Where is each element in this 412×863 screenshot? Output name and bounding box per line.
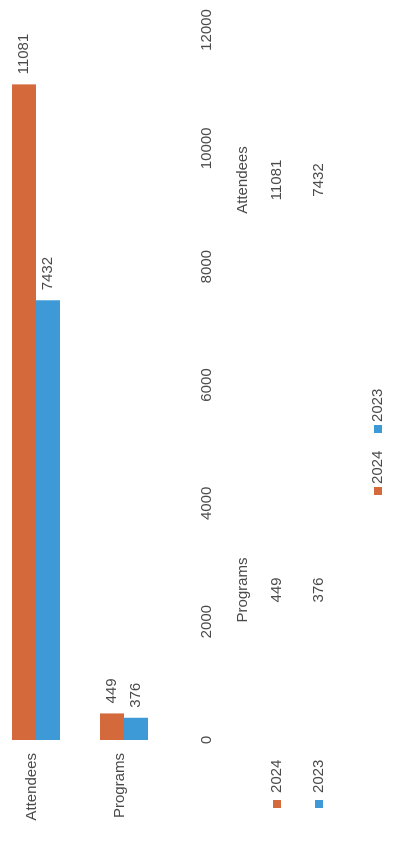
legend-key xyxy=(374,425,382,433)
legend-label: 2024 xyxy=(369,451,386,484)
rotated-chart: 0 2000 4000 6000 8000 10000 12000 Programs 449 37… xyxy=(12,9,386,821)
x-tick-label: 12000 xyxy=(198,9,215,51)
bar xyxy=(36,300,60,740)
table-row-label: 2023 xyxy=(310,760,327,793)
data-label: 376 xyxy=(127,683,144,708)
table-header: Programs xyxy=(234,557,251,622)
table-header: Attendees xyxy=(234,146,251,214)
data-label: 7432 xyxy=(39,257,56,290)
x-tick-label: 4000 xyxy=(198,487,215,520)
data-label: 11081 xyxy=(15,34,32,75)
x-tick-label: 6000 xyxy=(198,368,215,401)
legend-key xyxy=(374,487,382,495)
table-cell: 7432 xyxy=(310,163,327,196)
table-row-label: 2024 xyxy=(268,760,285,793)
table-cell: 11081 xyxy=(268,160,285,201)
x-tick-label: 0 xyxy=(198,736,215,744)
category-label: Attendees xyxy=(23,753,40,821)
x-tick-label: 8000 xyxy=(198,250,215,283)
table-legend-key xyxy=(273,800,281,808)
x-tick-label: 2000 xyxy=(198,605,215,638)
category-label: Programs xyxy=(111,753,128,818)
bar xyxy=(124,717,148,740)
table-cell: 449 xyxy=(268,577,285,602)
legend-label: 2023 xyxy=(369,389,386,422)
data-label: 449 xyxy=(103,678,120,703)
bar xyxy=(12,84,36,740)
table-cell: 376 xyxy=(310,577,327,602)
table-legend-key xyxy=(315,800,323,808)
x-tick-label: 10000 xyxy=(198,127,215,169)
bar xyxy=(100,713,124,740)
